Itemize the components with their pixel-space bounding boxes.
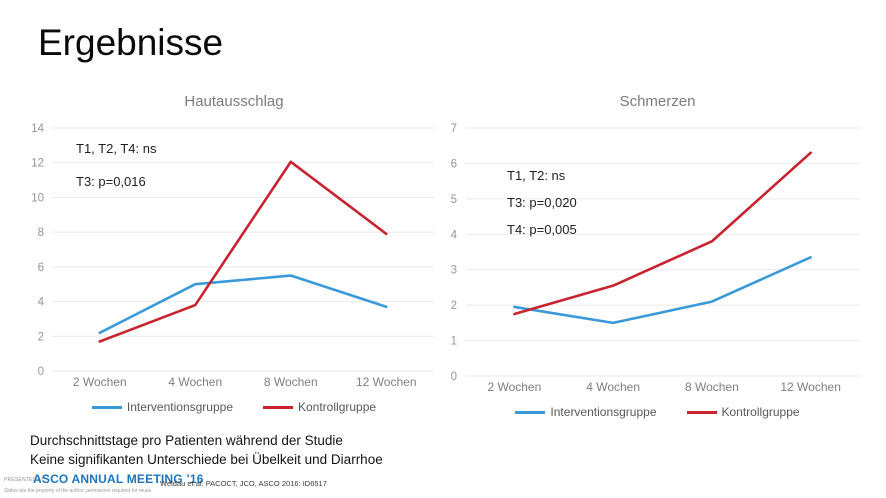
y-tick-label: 5 <box>451 194 457 206</box>
y-tick-label: 2 <box>451 300 457 312</box>
y-tick-label: 14 <box>31 123 44 135</box>
chart-schmerzen: Schmerzen 0 1 2 3 4 5 6 7 2 Wochen 4 Wochen 8 Woch… <box>445 90 870 419</box>
legend-label: Interventionsgruppe <box>126 400 233 414</box>
legend-line-swatch <box>91 405 122 409</box>
legend-label: Kontrollgruppe <box>721 405 800 419</box>
y-axis-labels: 0 1 2 3 4 5 6 7 <box>451 123 458 383</box>
y-tick-label: 1 <box>451 336 457 348</box>
asco-meeting-logo: ASCO ANNUAL MEETING ’16 <box>33 472 204 486</box>
x-tick-label: 2 Wochen <box>73 375 127 389</box>
chart-annotations: T1, T2, T4: ns T3: p=0,016 <box>76 132 156 198</box>
legend-line-swatch <box>686 410 717 414</box>
slide-notes: Durchschnittstage pro Patienten während … <box>30 431 383 469</box>
slide-title: Ergebnisse <box>38 22 224 63</box>
x-axis-labels: 2 Wochen 4 Wochen 8 Wochen 12 Wochen <box>73 375 417 389</box>
y-tick-label: 6 <box>38 262 44 274</box>
p-value-annotation: T1, T2: ns <box>507 168 566 183</box>
line-chart: 0 2 4 6 8 10 12 14 2 Wochen 4 Wochen 8 Wochen 12 Wo… <box>31 123 434 389</box>
x-axis-labels: 2 Wochen 4 Wochen 8 Wochen 12 Wochen <box>487 380 840 394</box>
x-tick-label: 2 Wochen <box>487 380 541 394</box>
note-line: Keine signifikanten Unterschiede bei Übe… <box>30 452 383 467</box>
y-tick-label: 0 <box>451 371 457 383</box>
x-tick-label: 12 Wochen <box>356 375 417 389</box>
p-value-annotation: T3: p=0,016 <box>76 174 146 189</box>
p-value-annotation: T1, T2, T4: ns <box>76 141 157 156</box>
y-tick-label: 2 <box>38 331 44 343</box>
x-tick-label: 4 Wochen <box>586 380 640 394</box>
chart-title: Schmerzen <box>619 93 696 110</box>
x-tick-label: 12 Wochen <box>780 380 841 394</box>
note-line: Durchschnittstage pro Patienten während … <box>30 433 343 448</box>
y-tick-label: 4 <box>451 229 458 241</box>
chart-title: Hautausschlag <box>184 93 284 110</box>
p-value-annotation: T3: p=0,020 <box>507 195 577 210</box>
y-tick-label: 0 <box>38 366 44 378</box>
legend-item: Interventionsgruppe <box>515 405 657 419</box>
p-value-annotation: T4: p=0,005 <box>507 222 577 237</box>
y-tick-label: 8 <box>38 227 44 239</box>
legend-line-swatch <box>515 410 546 414</box>
legend-label: Interventionsgruppe <box>550 405 657 419</box>
chart-annotations: T1, T2: ns T3: p=0,020 T4: p=0,005 <box>507 162 577 243</box>
chart-legend: Interventionsgruppe Kontrollgruppe <box>28 400 440 414</box>
series-line-interventionsgruppe <box>513 256 812 325</box>
legend-item: Kontrollgruppe <box>686 405 800 419</box>
chart-legend: Interventionsgruppe Kontrollgruppe <box>445 405 870 419</box>
series-line-kontrollgruppe <box>513 151 812 316</box>
legend-item: Interventionsgruppe <box>91 400 233 414</box>
y-tick-label: 6 <box>451 158 457 170</box>
presented-at-label: PRESENTED AT: <box>4 477 46 483</box>
series-line-kontrollgruppe <box>98 160 388 343</box>
x-tick-label: 8 Wochen <box>685 380 739 394</box>
footer-citation: Weldau et al. PACOCT, JCO, ASCO 2016: ID… <box>160 479 327 488</box>
y-tick-label: 4 <box>38 297 45 309</box>
series-line-interventionsgruppe <box>98 274 388 335</box>
footer-disclaimer: Slides are the property of the author, p… <box>4 488 153 494</box>
y-axis-labels: 0 2 4 6 8 10 12 14 <box>31 123 44 378</box>
legend-label: Kontrollgruppe <box>298 400 377 414</box>
legend-line-swatch <box>263 405 293 409</box>
y-tick-label: 3 <box>451 265 457 277</box>
gridlines <box>465 127 860 377</box>
y-tick-label: 12 <box>31 158 44 170</box>
x-tick-label: 8 Wochen <box>264 375 318 389</box>
y-tick-label: 7 <box>451 123 457 135</box>
line-chart: 0 1 2 3 4 5 6 7 2 Wochen 4 Wochen 8 Wochen 12 Woche… <box>451 123 860 394</box>
y-tick-label: 10 <box>31 192 44 204</box>
legend-item: Kontrollgruppe <box>263 400 376 414</box>
x-tick-label: 4 Wochen <box>168 375 222 389</box>
chart-hautausschlag: Hautausschlag 0 2 4 6 8 10 12 14 2 Wochen 4 Woche… <box>28 90 440 414</box>
